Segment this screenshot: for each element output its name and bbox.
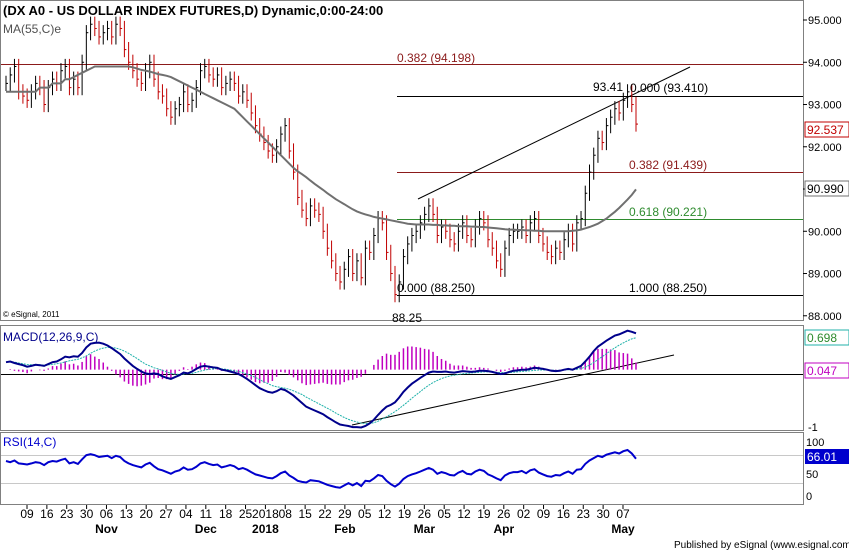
- x-tick-label: 16: [40, 507, 54, 521]
- fib-label-0000-low: 0.000 (88.250): [397, 281, 475, 295]
- x-tick-label: 30: [80, 507, 94, 521]
- x-tick-label: 23: [577, 507, 591, 521]
- x-tick-label: 11: [200, 507, 213, 521]
- publisher-label: Published by eSignal (www.esignal.com): [674, 540, 849, 551]
- ma-last-label: 90.990: [807, 182, 844, 196]
- x-tick-label: 23: [60, 507, 74, 521]
- x-month-label: Nov: [95, 522, 118, 536]
- x-tick-label: 22: [318, 507, 332, 521]
- x-axis: 09 16 23 30 06 13 20 27 04 11 18 25 2018 08 15 22 29 05 12…: [20, 505, 630, 521]
- x-tick-label: 13: [120, 507, 134, 521]
- rsi-last-box: [805, 449, 849, 464]
- x-tick-label: 27: [159, 507, 173, 521]
- ma-last-box: [804, 180, 849, 197]
- watermark: © eSignal, 2011: [3, 310, 60, 319]
- x-tick-label: 09: [537, 507, 551, 521]
- fib-label-0618: 0.618 (90.221): [629, 205, 707, 219]
- x-tick-label: 19: [477, 507, 491, 521]
- x-months: Nov Dec 2018 Feb Mar Apr May: [95, 522, 635, 536]
- rsi-panel: [0, 432, 804, 505]
- x-tick-label: 12: [378, 507, 392, 521]
- x-tick-label: 09: [20, 507, 34, 521]
- macd-histogram: [9, 346, 637, 387]
- x-month-label: Dec: [195, 522, 217, 536]
- last-price-box: [804, 121, 849, 138]
- x-tick-label: 30: [596, 507, 610, 521]
- fib-label-0000-high: 0.000 (93.410): [630, 81, 708, 95]
- x-month-label: May: [611, 522, 635, 536]
- rsi-tick-100: 100: [806, 437, 824, 449]
- macd-line: [5, 329, 637, 429]
- x-tick-label: 15: [298, 507, 312, 521]
- macd-last-label: 0.698: [807, 331, 837, 345]
- x-tick-label: 2018: [252, 507, 279, 521]
- last-price-label: 92.537: [807, 123, 844, 137]
- macd-tick-neg1: -1: [808, 422, 818, 434]
- rsi-tick-50: 50: [806, 469, 818, 481]
- macd-label: MACD(12,26,9,C): [3, 330, 98, 344]
- x-tick-label: 12: [457, 507, 471, 521]
- x-month-label: Apr: [493, 522, 514, 536]
- x-tick-label: 05: [358, 507, 372, 521]
- chart-title: (DX A0 - US DOLLAR INDEX FUTURES,D) Dyna…: [3, 3, 383, 18]
- x-tick-label: 26: [418, 507, 432, 521]
- x-month-label: Feb: [334, 522, 355, 536]
- x-tick-label: 16: [557, 507, 571, 521]
- price-panel: [0, 0, 804, 321]
- rsi-tick-0: 0: [806, 491, 812, 503]
- trendline-macd: [351, 354, 675, 426]
- x-tick-label: 08: [279, 507, 293, 521]
- x-tick-label: 07: [616, 507, 630, 521]
- price-y-tick-label: 92.000: [808, 142, 842, 154]
- x-month-label: Mar: [414, 522, 436, 536]
- ma-label: MA(55,C)e: [3, 22, 61, 36]
- x-tick-label: 04: [179, 507, 193, 521]
- price-y-tick-label: 90.000: [808, 226, 842, 238]
- x-tick-label: 25: [239, 507, 253, 521]
- x-tick-label: 29: [338, 507, 352, 521]
- fib-label-0382-lower: 0.382 (91.439): [629, 158, 707, 172]
- rsi-label: RSI(14,C): [3, 435, 56, 449]
- rsi-line: [5, 448, 637, 489]
- high-label: 93.41: [593, 80, 623, 94]
- price-y-tick-label: 93.000: [808, 100, 842, 112]
- macd-last-box: [804, 329, 849, 346]
- x-month-label: 2018: [252, 522, 279, 536]
- fib-label-1000: 1.000 (88.250): [629, 281, 707, 295]
- x-tick-label: 18: [219, 507, 233, 521]
- price-y-tick-label: 88.000: [808, 311, 842, 323]
- macd-hist-label: 0.047: [807, 364, 837, 378]
- low-label: 88.25: [392, 311, 422, 325]
- fib-label-0382-upper: 0.382 (94.198): [397, 51, 475, 65]
- x-tick-label: 19: [398, 507, 412, 521]
- ma-55-line: [6, 65, 637, 233]
- x-tick-label: 05: [438, 507, 452, 521]
- price-y-tick-label: 89.000: [808, 269, 842, 281]
- x-tick-label: 26: [497, 507, 511, 521]
- x-tick-label: 20: [140, 507, 154, 521]
- price-y-axis: 95.00094.00093.00092.00091.00090.00089.0…: [803, 15, 842, 323]
- x-tick-label: 06: [100, 507, 114, 521]
- macd-hist-box: [804, 362, 849, 379]
- price-y-tick-label: 94.000: [808, 57, 842, 69]
- x-tick-label: 02: [517, 507, 531, 521]
- price-y-tick-label: 95.000: [808, 15, 842, 27]
- rsi-last-label: 66.01: [807, 450, 837, 464]
- trendline-price: [417, 66, 691, 200]
- macd-panel: [0, 325, 804, 431]
